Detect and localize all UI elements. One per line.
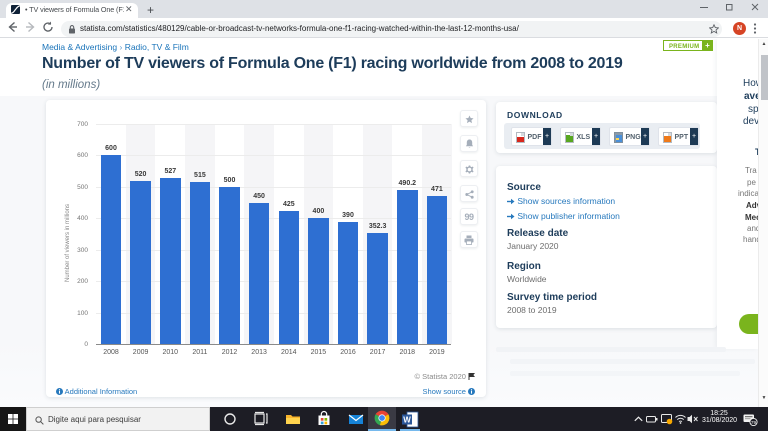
svg-text:W: W (403, 416, 411, 425)
svg-text:79: 79 (751, 420, 757, 426)
